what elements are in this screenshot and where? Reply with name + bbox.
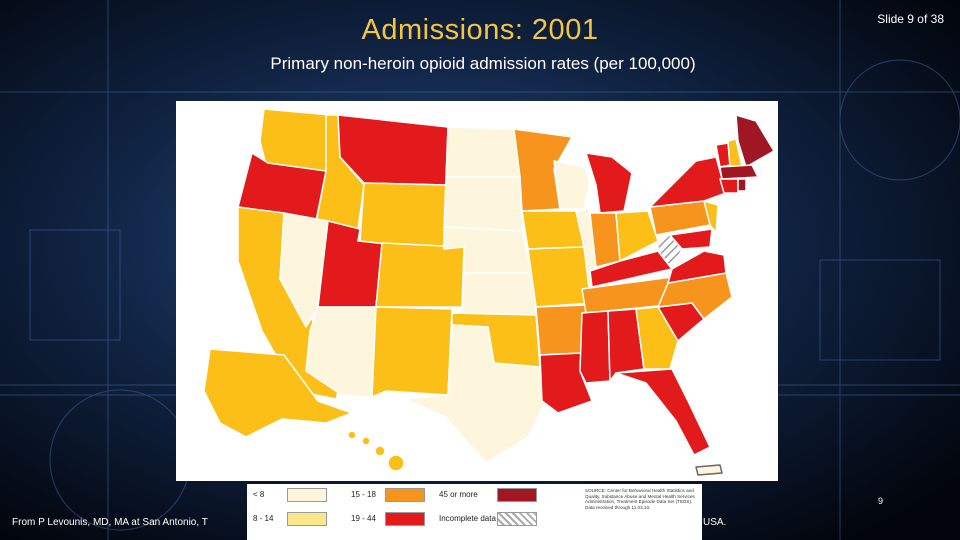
state-missouri [527,246,593,308]
state-indiana [589,212,621,268]
state-south-dakota [443,176,523,232]
state-wyoming [359,182,447,252]
legend-label-45-plus: 45 or more [439,490,478,499]
puerto-rico [695,464,723,476]
map-legend: < 8 8 - 14 15 - 18 19 - 44 45 or more In… [247,484,702,540]
state-alabama [607,308,645,382]
footer-credit-end: USA. [703,517,727,528]
legend-label-lt8: < 8 [253,490,265,499]
legend-swatch-lt8 [287,488,327,502]
state-arkansas [535,304,587,356]
state-connecticut [719,178,739,194]
state-alaska [203,348,353,438]
state-maine [735,114,775,168]
state-kansas [461,272,537,316]
state-iowa [521,210,585,250]
state-colorado [375,242,465,308]
state-rhode-island [737,178,747,192]
legend-swatch-incomplete [497,512,537,526]
state-wisconsin [553,160,591,210]
footer-credit: From P Levounis, MD, MA at San Antonio, … [12,517,208,528]
legend-label-8-14: 8 - 14 [253,514,274,523]
state-massachusetts [719,164,759,180]
legend-label-incomplete: Incomplete data [439,514,496,523]
us-choropleth-map [176,101,778,481]
state-washington [259,108,332,172]
legend-swatch-19-44 [385,512,425,526]
state-virginia [667,250,727,284]
state-new-jersey [703,200,719,234]
legend-label-19-44: 19 - 44 [351,514,376,523]
state-florida [615,368,711,456]
state-texas [405,324,547,464]
state-maryland [669,228,713,250]
legend-source-note: SOURCE: Center for Behavioral Health Sta… [585,488,695,510]
state-michigan [585,152,633,214]
state-north-dakota [445,126,521,178]
legend-swatch-8-14 [287,512,327,526]
legend-swatch-15-18 [385,488,425,502]
slide-subtitle: Primary non-heroin opioid admission rate… [270,54,696,73]
state-west-virginia [657,234,683,270]
slide-counter: Slide 9 of 38 [877,12,944,26]
state-new-mexico [371,306,453,398]
state-mississippi [579,310,611,384]
slide-title: Admissions: 2001 [361,14,599,46]
legend-swatch-45-plus [497,488,537,502]
state-nevada [279,212,329,328]
state-new-york [649,156,727,208]
page-number: 9 [878,496,884,506]
legend-label-15-18: 15 - 18 [351,490,376,499]
state-hawaii [347,430,405,472]
state-georgia [635,306,679,370]
